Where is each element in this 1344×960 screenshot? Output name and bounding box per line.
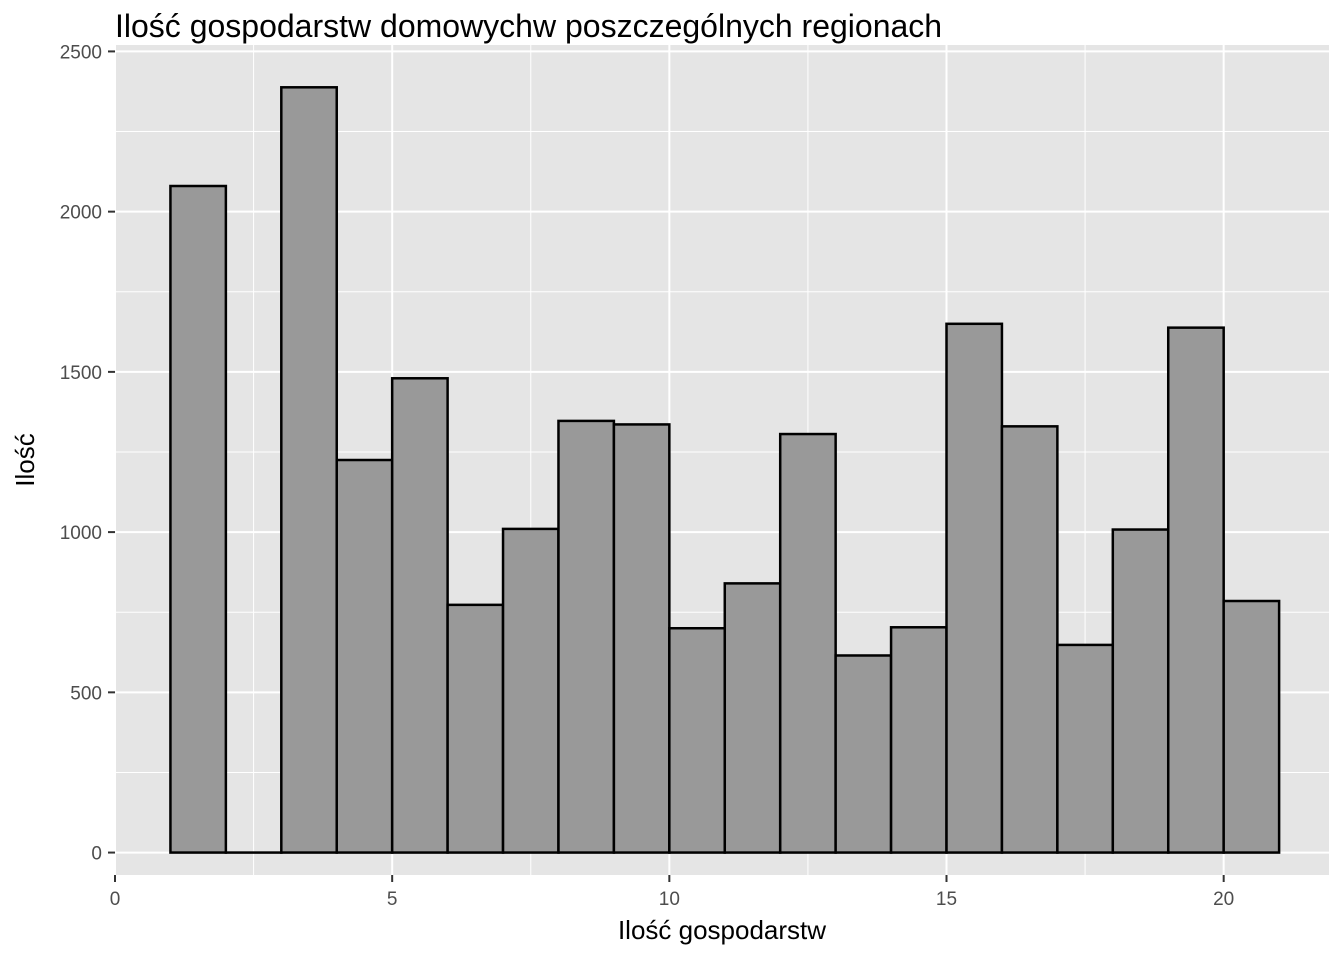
chart-title: Ilość gospodarstw domowychw poszczególny… (115, 8, 943, 44)
histogram-bar-14 (889, 626, 948, 854)
x-axis: 0 5 10 15 20 (110, 875, 1234, 910)
y-tick-label: 1500 (60, 363, 102, 384)
y-tick-label: 500 (70, 683, 102, 704)
y-tick-label: 1000 (60, 523, 102, 544)
histogram-bar-20 (1222, 599, 1281, 854)
histogram-bar-4 (335, 458, 394, 854)
y-tick-label: 2500 (60, 42, 102, 63)
y-tick-label: 0 (91, 844, 102, 865)
histogram-bar-17 (1056, 643, 1115, 854)
histogram-bar-1 (169, 184, 228, 854)
histogram-bar-3 (280, 86, 338, 854)
x-tick-label: 15 (936, 889, 957, 910)
histogram-bar-15 (945, 322, 1004, 854)
histogram-bar-12 (778, 432, 837, 854)
x-tick-label: 10 (659, 889, 680, 910)
histogram-bar-6 (446, 603, 505, 854)
histogram-bar-19 (1166, 326, 1225, 854)
histogram-bar-5 (390, 377, 449, 854)
y-axis: 0 500 1000 1500 2000 2500 (60, 42, 115, 865)
x-tick-label: 20 (1213, 889, 1234, 910)
histogram-bar-13 (834, 654, 893, 854)
histogram-bar-7 (501, 527, 560, 854)
histogram-bar-8 (557, 419, 616, 854)
histogram-bar-11 (723, 582, 782, 854)
x-tick-label: 5 (387, 889, 398, 910)
histogram-bars (169, 86, 1281, 854)
y-axis-title: Ilość (10, 433, 40, 486)
histogram-bar-16 (1000, 425, 1059, 854)
histogram-bar-10 (668, 626, 727, 854)
y-tick-label: 2000 (60, 203, 102, 224)
histogram-bar-9 (612, 423, 671, 854)
x-tick-label: 0 (110, 889, 121, 910)
histogram-bar-18 (1111, 528, 1170, 854)
x-axis-title: Ilość gospodarstw (618, 915, 826, 945)
